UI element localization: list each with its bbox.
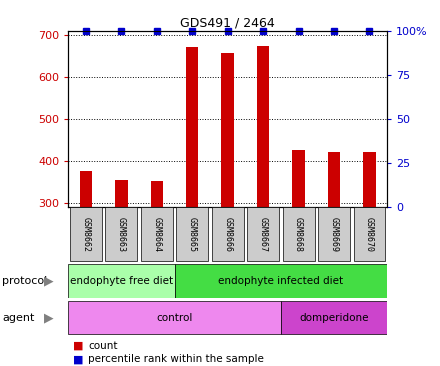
Text: endophyte infected diet: endophyte infected diet	[218, 276, 344, 286]
FancyBboxPatch shape	[212, 207, 244, 261]
Text: percentile rank within the sample: percentile rank within the sample	[88, 354, 264, 365]
Title: GDS491 / 2464: GDS491 / 2464	[180, 17, 275, 30]
Text: ■: ■	[73, 354, 83, 365]
Text: agent: agent	[2, 313, 35, 322]
FancyBboxPatch shape	[282, 207, 315, 261]
Bar	[186, 47, 198, 207]
FancyBboxPatch shape	[68, 264, 175, 298]
Text: GSM8669: GSM8669	[330, 217, 338, 252]
Text: GSM8665: GSM8665	[188, 217, 197, 252]
Text: ▶: ▶	[44, 274, 53, 287]
FancyBboxPatch shape	[175, 264, 387, 298]
Text: GSM8668: GSM8668	[294, 217, 303, 252]
FancyBboxPatch shape	[247, 207, 279, 261]
Text: ■: ■	[73, 341, 83, 351]
FancyBboxPatch shape	[70, 207, 102, 261]
FancyBboxPatch shape	[353, 207, 385, 261]
Text: GSM8667: GSM8667	[259, 217, 268, 252]
Text: count: count	[88, 341, 117, 351]
Bar	[115, 180, 128, 207]
Bar	[150, 181, 163, 207]
FancyBboxPatch shape	[176, 207, 208, 261]
Text: GSM8662: GSM8662	[81, 217, 91, 252]
Text: protocol: protocol	[2, 276, 48, 286]
Bar	[293, 150, 305, 207]
FancyBboxPatch shape	[68, 301, 281, 334]
Bar	[80, 171, 92, 207]
Text: ▶: ▶	[44, 311, 53, 324]
Bar	[257, 46, 269, 207]
Bar	[328, 152, 340, 207]
Text: GSM8664: GSM8664	[152, 217, 161, 252]
Bar	[363, 152, 376, 207]
FancyBboxPatch shape	[318, 207, 350, 261]
Text: control: control	[156, 313, 193, 322]
Text: endophyte free diet: endophyte free diet	[70, 276, 173, 286]
Text: GSM8663: GSM8663	[117, 217, 126, 252]
FancyBboxPatch shape	[141, 207, 173, 261]
Text: GSM8670: GSM8670	[365, 217, 374, 252]
Text: GSM8666: GSM8666	[223, 217, 232, 252]
Bar	[221, 53, 234, 207]
FancyBboxPatch shape	[106, 207, 137, 261]
FancyBboxPatch shape	[281, 301, 387, 334]
Text: domperidone: domperidone	[299, 313, 369, 322]
